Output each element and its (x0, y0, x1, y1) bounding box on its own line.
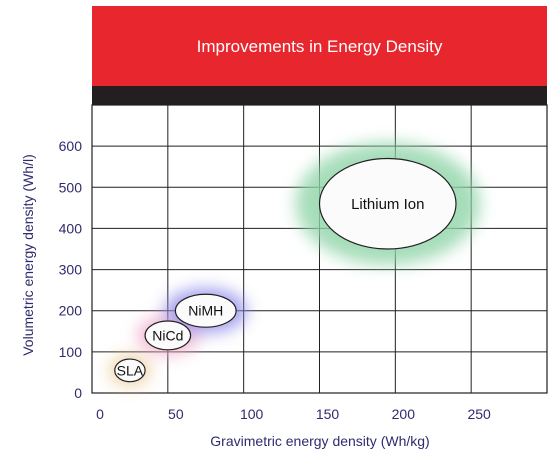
x-tick-label: 0 (96, 406, 104, 422)
y-tick-label: 500 (59, 179, 83, 195)
title-banner-band (92, 86, 547, 105)
y-tick-label: 100 (59, 344, 83, 360)
y-tick-label: 300 (59, 262, 83, 278)
data-label: SLA (117, 362, 144, 378)
x-axis-label: Gravimetric energy density (Wh/kg) (210, 433, 429, 449)
x-tick-label: 100 (240, 406, 264, 422)
data-label: NiMH (188, 303, 223, 319)
chart-title: Improvements in Energy Density (197, 37, 443, 56)
y-tick-label: 200 (59, 303, 83, 319)
mark-layer: SLA NiCd NiMH Lithium Ion (115, 158, 456, 381)
y-axis-label: Volumetric energy density (Wh/l) (20, 154, 36, 356)
data-label: NiCd (152, 327, 183, 343)
x-tick-label: 200 (392, 406, 416, 422)
x-tick-label: 50 (168, 406, 184, 422)
x-tick-label: 150 (316, 406, 340, 422)
y-tick-label: 400 (59, 220, 83, 236)
data-label: Lithium Ion (351, 196, 424, 213)
y-tick-label: 0 (74, 385, 82, 401)
x-tick-label: 250 (467, 406, 491, 422)
y-tick-label: 600 (59, 138, 83, 154)
